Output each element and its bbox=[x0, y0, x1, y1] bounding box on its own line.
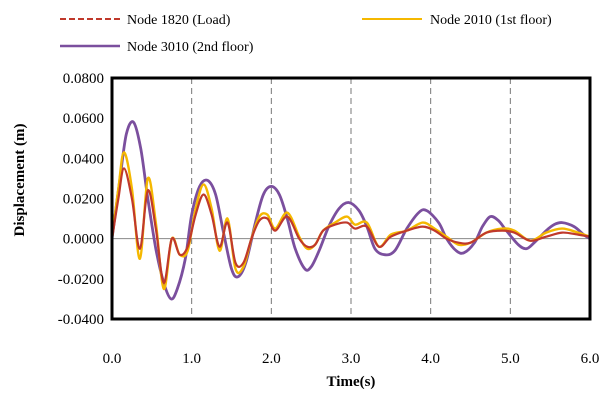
plot-area-frame bbox=[110, 76, 592, 321]
y-tick-label-0: -0.0400 bbox=[58, 312, 104, 328]
y-tick-label-6: 0.0800 bbox=[63, 71, 104, 87]
y-tick-label-1: -0.0200 bbox=[58, 272, 104, 288]
y-axis-tick-labels: -0.0400 -0.0200 0.0000 0.0200 0.0400 0.0600 0.… bbox=[58, 71, 104, 328]
x-tick-label-3: 3.0 bbox=[342, 351, 361, 367]
x-axis-tick-labels: 0.0 1.0 2.0 3.0 4.0 5.0 6.0 bbox=[103, 351, 600, 367]
legend-entry-node-3010: Node 3010 (2nd floor) bbox=[60, 40, 254, 55]
y-tick-label-3: 0.0200 bbox=[63, 192, 104, 208]
x-axis-title: Time(s) bbox=[327, 374, 376, 390]
series-line-node-1820 bbox=[110, 167, 591, 285]
legend-entry-node-2010: Node 2010 (1st floor) bbox=[362, 13, 552, 28]
y-tick-label-5: 0.0600 bbox=[63, 111, 104, 127]
y-tick-label-4: 0.0400 bbox=[63, 151, 104, 167]
legend-label-node-3010: Node 3010 (2nd floor) bbox=[127, 40, 254, 55]
x-tick-label-6: 6.0 bbox=[581, 351, 600, 367]
vertical-gridlines bbox=[191, 78, 511, 319]
legend-entry-node-1820: Node 1820 (Load) bbox=[60, 13, 231, 28]
y-axis-title: Displacement (m) bbox=[12, 124, 28, 237]
legend-label-node-2010: Node 2010 (1st floor) bbox=[430, 13, 552, 28]
x-tick-label-4: 4.0 bbox=[421, 351, 440, 367]
x-tick-label-5: 5.0 bbox=[501, 351, 520, 367]
legend: Node 1820 (Load) Node 2010 (1st floor) N… bbox=[60, 13, 552, 55]
x-tick-label-2: 2.0 bbox=[262, 351, 281, 367]
series-lines bbox=[110, 120, 591, 301]
x-tick-label-0: 0.0 bbox=[103, 351, 122, 367]
legend-label-node-1820: Node 1820 (Load) bbox=[127, 13, 231, 28]
x-tick-label-1: 1.0 bbox=[182, 351, 201, 367]
y-tick-label-2: 0.0000 bbox=[63, 232, 104, 248]
